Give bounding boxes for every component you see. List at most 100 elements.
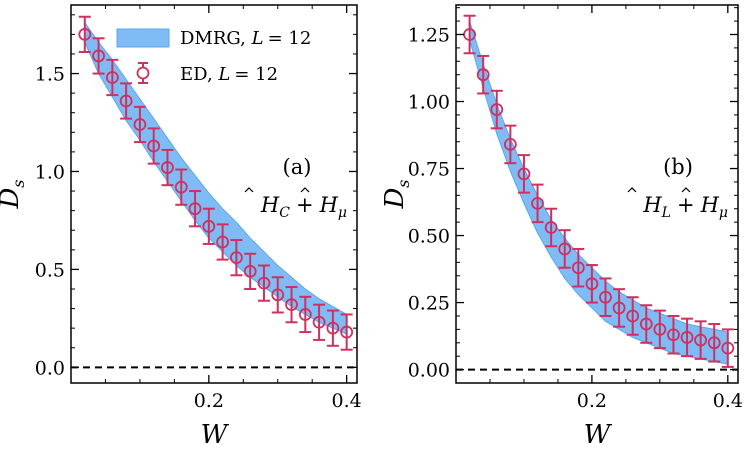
ed-point	[285, 286, 298, 324]
hamiltonian-term: H	[642, 193, 662, 217]
hamiltonian-subscript: C	[279, 205, 290, 221]
y-axis-label: Ds	[0, 179, 28, 209]
hamiltonian-term: H	[260, 193, 280, 217]
ed-point	[612, 288, 626, 328]
legend-marker-ed	[136, 66, 150, 80]
ed-point	[639, 304, 653, 344]
y-axis-label-subscript: s	[394, 179, 413, 187]
hat-accent	[244, 187, 254, 193]
legend-comma: ,	[240, 28, 251, 49]
hat-accent	[627, 187, 637, 193]
ed-marker	[105, 71, 119, 84]
hat-accent	[300, 187, 310, 193]
ed-point	[340, 313, 354, 351]
legend-L-value: = 12	[234, 64, 278, 85]
ed-point	[503, 124, 517, 165]
hamiltonian-plus: +	[677, 193, 695, 217]
panel-label: (b)	[663, 155, 693, 179]
ed-point	[707, 323, 721, 363]
ed-point	[257, 264, 271, 302]
ed-marker	[326, 321, 340, 335]
ed-marker	[188, 202, 202, 216]
y-tick-label: 1.00	[408, 92, 450, 114]
ed-point	[298, 295, 312, 334]
ed-marker	[133, 118, 147, 131]
ed-point	[531, 183, 544, 224]
ed-marker	[78, 27, 92, 41]
ed-marker	[202, 219, 216, 233]
ed-marker	[147, 139, 161, 153]
ed-marker	[558, 242, 572, 256]
ed-point	[161, 148, 174, 187]
ed-marker	[721, 341, 735, 355]
ed-point	[271, 276, 285, 314]
ed-marker	[216, 235, 230, 249]
ed-marker	[680, 331, 694, 344]
ed-marker	[340, 325, 354, 339]
ed-point	[476, 54, 490, 95]
ed-point	[721, 328, 735, 368]
plot-area	[71, 15, 357, 369]
legend-label-ed: ED, L = 12	[180, 64, 278, 85]
ed-point	[599, 277, 612, 317]
ed-point	[229, 239, 243, 277]
x-tick-label: 0.4	[713, 390, 743, 412]
ed-point	[517, 154, 531, 194]
y-axis-label: Ds	[380, 179, 413, 209]
legend-swatch-dmrg	[116, 28, 170, 48]
ed-marker	[312, 315, 326, 329]
y-tick-label: 0.75	[408, 159, 450, 181]
legend-method: DMRG	[180, 28, 240, 49]
ed-marker	[626, 309, 640, 323]
ed-marker	[174, 180, 188, 194]
x-tick-label: 0.4	[332, 390, 362, 412]
y-tick-label: 1.25	[408, 24, 450, 46]
legend-label-dmrg: DMRG, L = 12	[180, 28, 311, 49]
ed-point	[312, 303, 326, 341]
ed-point	[105, 58, 119, 97]
legend-L: L	[217, 64, 230, 85]
ed-marker	[161, 161, 174, 174]
panel-label: (a)	[283, 155, 312, 179]
hamiltonian-label: HC + Hμ	[260, 193, 347, 221]
ed-marker	[257, 276, 271, 290]
legend-L-value: = 12	[268, 28, 312, 49]
ed-marker	[667, 328, 680, 342]
ed-marker	[612, 301, 626, 315]
legend-method: ED	[180, 64, 207, 85]
ed-point	[216, 223, 230, 261]
ed-point	[544, 207, 558, 248]
ed-marker	[653, 322, 667, 336]
ed-marker	[243, 264, 257, 278]
ed-point	[78, 15, 92, 54]
ed-point	[626, 296, 640, 336]
ed-point	[92, 37, 105, 75]
ed-marker	[707, 336, 721, 350]
ed-marker	[585, 277, 599, 291]
y-axis-label-subscript: s	[9, 179, 28, 187]
ed-point	[133, 105, 147, 144]
ed-marker	[298, 308, 312, 321]
ed-point	[558, 229, 572, 269]
y-tick-label: 0.5	[35, 259, 65, 281]
ed-point	[243, 252, 257, 290]
y-axis-label-main: D	[380, 188, 410, 210]
ed-marker	[285, 298, 298, 312]
y-tick-label: 0.25	[408, 293, 450, 315]
ed-marker	[517, 167, 531, 181]
ed-point	[188, 190, 202, 228]
ed-marker	[599, 290, 612, 304]
y-tick-label: 1.5	[35, 64, 65, 86]
ed-marker	[92, 49, 105, 63]
ed-point	[653, 309, 667, 350]
legend-comma: ,	[207, 64, 218, 85]
plot-area	[456, 14, 738, 371]
hamiltonian-label: HL + Hμ	[642, 193, 728, 221]
x-tick-label: 0.2	[194, 390, 224, 412]
ed-point	[694, 320, 708, 360]
ed-point	[326, 309, 340, 347]
